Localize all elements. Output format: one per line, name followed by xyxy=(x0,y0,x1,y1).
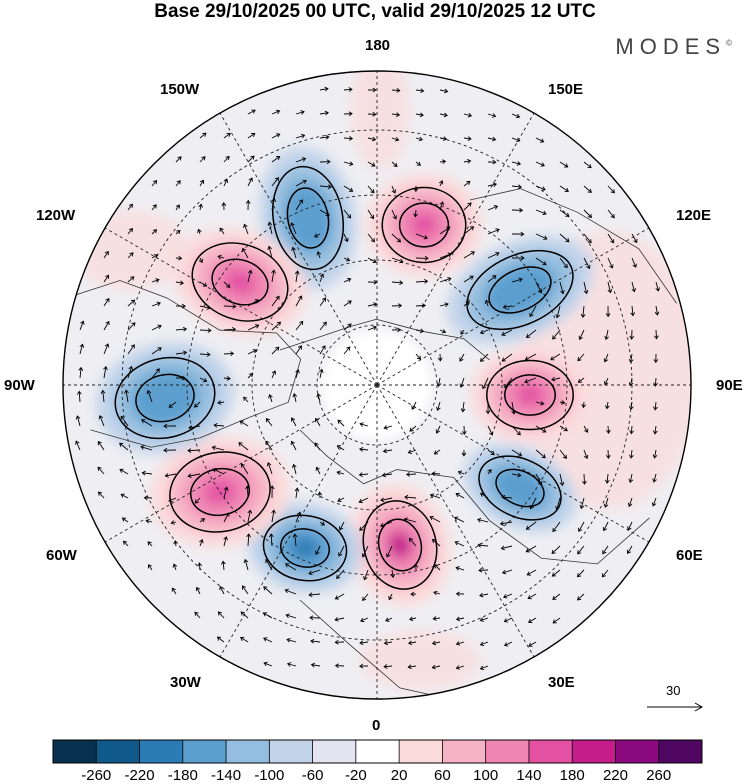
anomaly-field xyxy=(57,50,700,705)
colorbar-swatch xyxy=(226,740,270,763)
colorbar-tick-label: 140 xyxy=(516,768,541,783)
colorbar-tick-label: -260 xyxy=(81,768,111,783)
colorbar-swatch xyxy=(659,740,703,763)
lon-label-30w: 30W xyxy=(170,675,201,691)
lon-label-90e: 90E xyxy=(716,378,743,394)
colorbar-swatch xyxy=(615,740,659,763)
colorbar-swatch xyxy=(442,740,486,763)
colorbar-swatch xyxy=(399,740,443,763)
lon-label-120w: 120W xyxy=(36,208,75,224)
colorbar-swatch xyxy=(140,740,184,763)
lon-label-30e: 30E xyxy=(548,675,575,691)
colorbar-tick-label: -100 xyxy=(254,768,284,783)
colorbar-tick-label: -220 xyxy=(125,768,155,783)
lon-label-0: 0 xyxy=(372,718,380,734)
lon-label-150w: 150W xyxy=(160,82,199,98)
colorbar-swatch xyxy=(53,740,97,763)
lon-label-60w: 60W xyxy=(46,548,77,564)
colorbar-tick-label: -140 xyxy=(211,768,241,783)
colorbar-swatch xyxy=(313,740,357,763)
colorbar-swatch xyxy=(269,740,313,763)
colorbar-tick-label: 220 xyxy=(603,768,628,783)
colorbar-swatch xyxy=(486,740,530,763)
lon-label-120e: 120E xyxy=(676,208,711,224)
colorbar-swatch xyxy=(529,740,573,763)
lon-label-90w: 90W xyxy=(4,378,35,394)
colorbar-tick-label: 180 xyxy=(560,768,585,783)
colorbar-tick-label: -180 xyxy=(168,768,198,783)
reference-vector xyxy=(647,703,702,711)
colorbar-swatch xyxy=(183,740,227,763)
reference-vector-label: 30 xyxy=(666,683,680,698)
colorbar-tick-label: 60 xyxy=(434,768,451,783)
colorbar-tick-label: 20 xyxy=(391,768,408,783)
colorbar-tick-label: 260 xyxy=(646,768,671,783)
colorbar-swatch xyxy=(96,740,140,763)
colorbar-tick-label: 100 xyxy=(473,768,498,783)
colorbar-tick-label: -20 xyxy=(345,768,367,783)
colorbar-swatch xyxy=(572,740,616,763)
colorbar-tick-label: -60 xyxy=(302,768,324,783)
lon-label-150e: 150E xyxy=(548,82,583,98)
colorbar-swatch xyxy=(356,740,400,763)
lon-label-60e: 60E xyxy=(676,548,703,564)
colorbar xyxy=(53,740,703,763)
lon-label-180: 180 xyxy=(365,38,390,54)
